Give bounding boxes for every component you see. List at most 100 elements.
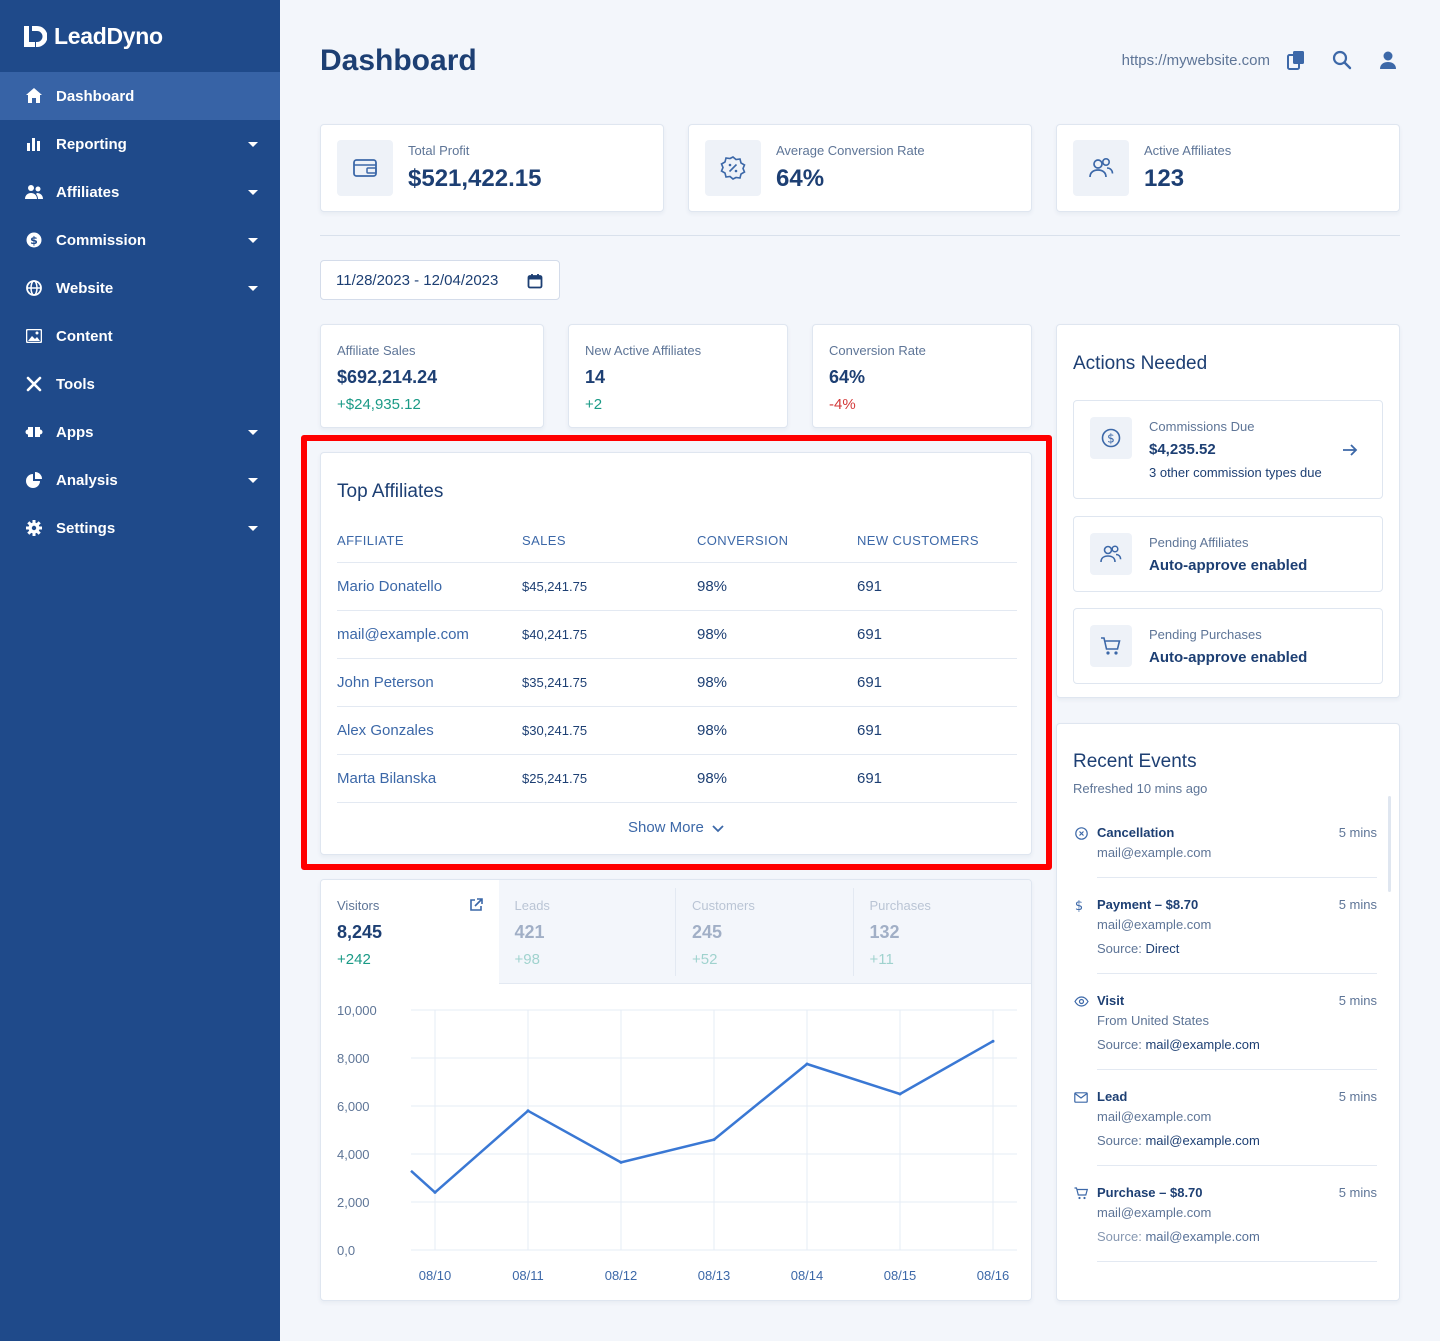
- metric-value: 14: [585, 367, 606, 387]
- sidebar-item-label: Website: [56, 279, 114, 297]
- copy-icon[interactable]: [1284, 48, 1308, 72]
- globe-icon: [25, 279, 43, 297]
- affiliate-link[interactable]: Alex Gonzales: [337, 722, 434, 739]
- tools-icon: [25, 375, 43, 393]
- event-detail: From United States: [1097, 1013, 1209, 1028]
- chevron-down-icon: [248, 525, 258, 531]
- show-more-button[interactable]: Show More: [321, 819, 1031, 837]
- new-customers-cell: 691: [857, 626, 883, 643]
- conversion-cell: 98%: [697, 770, 728, 787]
- highlight-box: [301, 435, 1052, 870]
- tab-customers[interactable]: Customers 245 +52: [676, 880, 854, 984]
- sidebar-item-label: Settings: [56, 519, 116, 537]
- sidebar-item-apps[interactable]: Apps: [0, 408, 280, 456]
- y-tick-label: 4,000: [337, 1147, 370, 1162]
- source-label: Source:: [1097, 1133, 1142, 1148]
- x-tick-label: 08/11: [512, 1268, 544, 1283]
- divider: [1097, 877, 1377, 878]
- new-customers-cell: 691: [857, 722, 883, 739]
- y-tick-label: 0,0: [337, 1243, 355, 1258]
- sidebar-item-analysis[interactable]: Analysis: [0, 456, 280, 504]
- table-row: Marta Bilanska $25,241.75 98% 691: [337, 755, 1017, 803]
- source-label: Source:: [1097, 1229, 1142, 1244]
- sales-cell: $35,241.75: [522, 675, 588, 690]
- divider: [1097, 1165, 1377, 1166]
- table-row: Alex Gonzales $30,241.75 98% 691: [337, 707, 1017, 755]
- svg-text:$: $: [1107, 432, 1115, 446]
- pie-chart-icon: [25, 471, 43, 489]
- event-title: Purchase – $8.70: [1097, 1185, 1203, 1200]
- tab-delta: +52: [692, 951, 718, 968]
- column-header-affiliate[interactable]: AFFILIATE: [337, 533, 404, 548]
- sidebar-item-commission[interactable]: $ Commission: [0, 216, 280, 264]
- stat-card-total-profit: Total Profit $521,422.15: [320, 124, 664, 212]
- tab-purchases[interactable]: Purchases 132 +11: [853, 880, 1031, 984]
- affiliate-link[interactable]: Marta Bilanska: [337, 770, 437, 787]
- sidebar-item-tools[interactable]: Tools: [0, 360, 280, 408]
- conversion-cell: 98%: [697, 674, 728, 691]
- event-item[interactable]: Purchase – $8.70 5 mins mail@example.com…: [1073, 1185, 1377, 1269]
- event-item[interactable]: Lead 5 mins mail@example.com Source: mai…: [1073, 1089, 1377, 1173]
- sales-cell: $40,241.75: [522, 627, 588, 642]
- x-tick-label: 08/15: [884, 1268, 917, 1283]
- column-header-sales[interactable]: SALES: [522, 533, 566, 548]
- arrow-right-icon[interactable]: [1342, 443, 1358, 462]
- external-link-icon[interactable]: [469, 898, 483, 917]
- chevron-down-icon: [248, 477, 258, 483]
- event-title: Visit: [1097, 993, 1125, 1008]
- sidebar-item-label: Content: [56, 327, 113, 345]
- wallet-icon: [337, 140, 393, 196]
- conversion-cell: 98%: [697, 578, 728, 595]
- tab-label: Leads: [514, 898, 550, 913]
- data-point: [712, 1138, 716, 1142]
- sidebar-item-affiliates[interactable]: Affiliates: [0, 168, 280, 216]
- series-line: [410, 1040, 994, 1194]
- event-source: Source: mail@example.com: [1097, 1037, 1260, 1052]
- home-icon: [25, 87, 43, 105]
- logo[interactable]: LeadDyno: [0, 0, 280, 72]
- column-header-new-customers[interactable]: NEW CUSTOMERS: [857, 533, 979, 548]
- action-pending-purchases[interactable]: Pending Purchases Auto-approve enabled: [1073, 608, 1383, 684]
- affiliate-link[interactable]: John Peterson: [337, 674, 434, 691]
- website-url-link[interactable]: https://mywebsite.com: [1121, 51, 1270, 69]
- metric-label: New Active Affiliates: [585, 343, 702, 358]
- sidebar-item-label: Analysis: [56, 471, 118, 489]
- action-label: Commissions Due: [1149, 419, 1255, 434]
- action-commissions-due[interactable]: $ Commissions Due $4,235.52 3 other comm…: [1073, 400, 1383, 499]
- event-item[interactable]: Visit 5 mins From United States Source: …: [1073, 993, 1377, 1077]
- search-icon[interactable]: [1330, 48, 1354, 72]
- sidebar-item-label: Commission: [56, 231, 147, 249]
- column-header-conversion[interactable]: CONVERSION: [697, 533, 789, 548]
- event-title: Lead: [1097, 1089, 1128, 1104]
- tab-leads[interactable]: Leads 421 +98: [498, 880, 676, 984]
- sidebar-item-settings[interactable]: Settings: [0, 504, 280, 552]
- user-profile-icon[interactable]: [1376, 48, 1400, 72]
- metric-delta: +2: [585, 396, 603, 413]
- affiliate-link[interactable]: mail@example.com: [337, 626, 469, 643]
- sidebar-item-label: Dashboard: [56, 87, 135, 105]
- divider: [1097, 973, 1377, 974]
- action-label: Pending Affiliates: [1149, 535, 1249, 550]
- header-actions: https://mywebsite.com: [1122, 48, 1400, 72]
- sidebar: LeadDyno Dashboard Reporting Affiliates …: [0, 0, 280, 1341]
- tab-value: 132: [869, 922, 900, 942]
- action-subtext: 3 other commission types due: [1149, 465, 1322, 480]
- sidebar-item-content[interactable]: Content: [0, 312, 280, 360]
- metric-card-conversion-rate: Conversion Rate 64% -4%: [812, 324, 1032, 428]
- date-range-picker[interactable]: 11/28/2023 - 12/04/2023: [320, 260, 560, 300]
- action-pending-affiliates[interactable]: Pending Affiliates Auto-approve enabled: [1073, 516, 1383, 592]
- scrollbar[interactable]: [1388, 796, 1391, 892]
- event-item[interactable]: Cancellation 5 mins mail@example.com: [1073, 825, 1377, 885]
- event-detail: mail@example.com: [1097, 917, 1212, 932]
- tab-visitors[interactable]: Visitors 8,245 +242: [321, 880, 499, 984]
- x-tick-label: 08/10: [419, 1268, 452, 1283]
- tab-label: Customers: [692, 898, 755, 913]
- traffic-chart-card: Visitors 8,245 +242 Leads 421 +98 Custom…: [320, 879, 1032, 1301]
- action-value: Auto-approve enabled: [1149, 649, 1308, 666]
- sidebar-item-website[interactable]: Website: [0, 264, 280, 312]
- users-icon: [25, 183, 43, 201]
- sidebar-item-dashboard[interactable]: Dashboard: [0, 72, 280, 120]
- event-item[interactable]: $ Payment – $8.70 5 mins mail@example.co…: [1073, 897, 1377, 981]
- sidebar-item-reporting[interactable]: Reporting: [0, 120, 280, 168]
- affiliate-link[interactable]: Mario Donatello: [337, 578, 443, 595]
